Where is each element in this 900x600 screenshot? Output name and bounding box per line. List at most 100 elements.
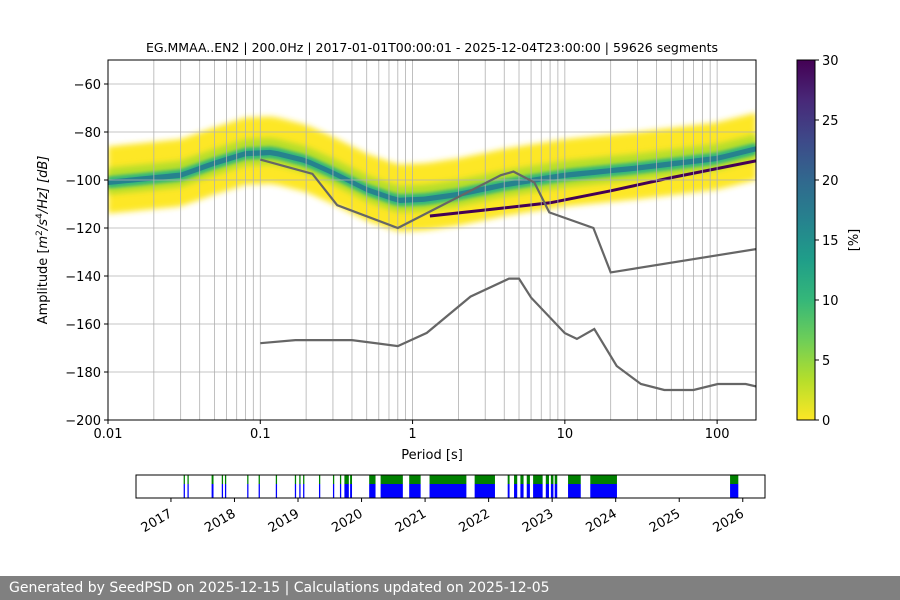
availability-processed-segment [350, 475, 353, 484]
y-tick-label: −200 [65, 414, 101, 429]
availability-data-segment [350, 484, 353, 498]
colorbar-tick-label: 30 [822, 54, 839, 69]
year-tick-label: 2025 [647, 506, 683, 536]
x-tick-label: 1 [408, 427, 416, 442]
availability-processed-segment [520, 475, 524, 484]
y-tick-label: −140 [65, 270, 101, 285]
year-tick-label: 2021 [393, 506, 429, 536]
y-tick-label: −80 [74, 126, 101, 141]
availability-processed-segment [554, 475, 558, 484]
availability-data-segment [247, 484, 249, 498]
availability-processed-segment [183, 475, 185, 484]
availability-data-segment [429, 484, 467, 498]
noise-model-curves [260, 158, 756, 392]
availability-processed-segment [409, 475, 421, 484]
availability-year-ticks: 2017 2018 2019 2020 2021 2022 2023 2024 2025 2026 [139, 498, 747, 536]
availability-processed-segment [299, 475, 301, 484]
colorbar-ticks: 0 5 10 15 20 25 30 [815, 54, 839, 429]
availability-data-segment [533, 484, 543, 498]
availability-data-segment [568, 484, 581, 498]
availability-processed-segment [429, 475, 467, 484]
availability-data-segment [299, 484, 301, 498]
colorbar: 0 5 10 15 20 25 30 [%] [796, 54, 862, 429]
psd-heatmap [108, 112, 756, 232]
plot-frame [107, 59, 757, 421]
availability-data-segment [545, 484, 549, 498]
noise-model-nhnm [260, 158, 756, 274]
period-gridlines [107, 60, 756, 421]
availability-processed-segment [247, 475, 249, 484]
availability-processed-segment [187, 475, 189, 484]
colorbar-tick-label: 15 [822, 234, 839, 249]
availability-processed-segment [730, 475, 739, 484]
availability-processed-segment [590, 475, 617, 484]
chart-title: EG.MMAA..EN2 | 200.0Hz | 2017-01-01T00:0… [146, 40, 718, 55]
availability-data-segment [318, 484, 321, 498]
availability-processed-segment [550, 475, 554, 484]
year-tick-label: 2024 [584, 506, 620, 536]
availability-data-segment [183, 484, 185, 498]
availability-data-segment [211, 484, 214, 498]
colorbar-tick-label: 25 [822, 114, 839, 129]
availability-processed-segment [303, 475, 305, 484]
year-tick-label: 2023 [520, 506, 556, 536]
psd-plot-area: 0.01 0.1 1 10 100 −200 −180 −160 −140 −120 −100 −8… [35, 59, 757, 463]
availability-processed-segment [294, 475, 297, 484]
year-tick-label: 2019 [266, 506, 302, 536]
colorbar-tick-label: 20 [822, 174, 839, 189]
availability-processed-segment [224, 475, 227, 484]
psd-band-inner [108, 142, 756, 207]
availability-data-segment [514, 484, 518, 498]
availability-processed-segment [221, 475, 224, 484]
footer-bar: Generated by SeedPSD on 2025-12-15 | Cal… [0, 576, 900, 600]
availability-processed-segment [474, 475, 495, 484]
availability-processed-segment [568, 475, 581, 484]
availability-data-segment [294, 484, 297, 498]
noise-model-nlnm [260, 277, 756, 392]
availability-data-segment [380, 484, 403, 498]
availability-processed-segment [533, 475, 543, 484]
availability-data-segment [339, 484, 342, 498]
colorbar-tick-label: 5 [822, 354, 830, 369]
availability-data-segment [332, 484, 335, 498]
availability-processed-segment [380, 475, 403, 484]
x-tick-label: 100 [705, 427, 730, 442]
year-tick-label: 2020 [329, 506, 365, 536]
availability-segments [183, 475, 739, 498]
availability-processed-segment [545, 475, 549, 484]
availability-processed-segment [318, 475, 321, 484]
availability-data-segment [526, 484, 530, 498]
colorbar-tick-label: 10 [822, 294, 839, 309]
availability-data-segment [369, 484, 376, 498]
availability-data-segment [590, 484, 617, 498]
availability-data-segment [474, 484, 495, 498]
availability-processed-segment [258, 475, 260, 484]
colorbar-tick-label: 0 [822, 414, 830, 429]
availability-processed-segment [275, 475, 278, 484]
availability-processed-segment [211, 475, 214, 484]
availability-data-segment [730, 484, 739, 498]
availability-data-segment [275, 484, 278, 498]
availability-data-segment [520, 484, 524, 498]
colorbar-label: [%] [847, 229, 862, 252]
availability-timeline: 2017 2018 2019 2020 2021 2022 2023 2024 2025 2026 [135, 474, 766, 536]
y-tick-label: −60 [74, 78, 101, 93]
chart-canvas: EG.MMAA..EN2 | 200.0Hz | 2017-01-01T00:0… [35, 40, 862, 536]
x-axis-label: Period [s] [401, 448, 463, 463]
y-tick-label: −100 [65, 174, 101, 189]
availability-data-segment [507, 484, 510, 498]
availability-data-segment [221, 484, 224, 498]
x-axis-ticks: 0.01 0.1 1 10 100 [94, 420, 730, 442]
availability-processed-segment [344, 475, 349, 484]
x-tick-label: 0.01 [94, 427, 123, 442]
footer-text: Generated by SeedPSD on 2025-12-15 | Cal… [9, 580, 550, 596]
availability-data-segment [409, 484, 421, 498]
availability-processed-segment [369, 475, 376, 484]
year-tick-label: 2017 [139, 506, 175, 536]
availability-data-segment [187, 484, 189, 498]
psd-spurious-mode [429, 159, 756, 218]
availability-processed-segment [526, 475, 530, 484]
availability-data-segment [344, 484, 349, 498]
availability-processed-segment [514, 475, 518, 484]
availability-data-segment [224, 484, 227, 498]
